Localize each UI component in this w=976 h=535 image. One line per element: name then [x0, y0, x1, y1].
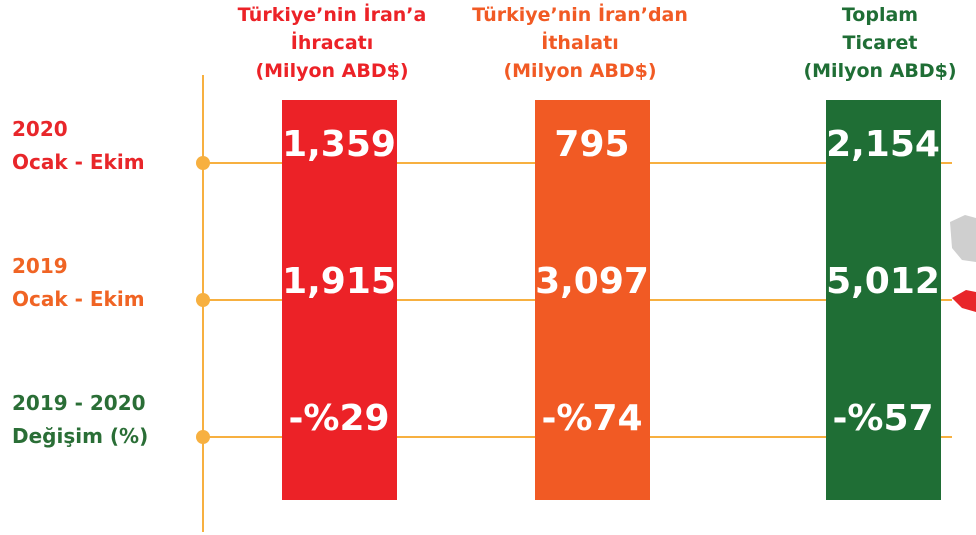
column-header: İthalatı: [541, 32, 619, 54]
row-dot: [196, 156, 210, 170]
cell-value: 3,097: [535, 261, 649, 302]
cell-value: -%57: [832, 398, 934, 439]
column-bar: [535, 100, 650, 500]
column-header: Türkiye’nin İran’dan: [472, 4, 688, 26]
column-header: Ticaret: [842, 32, 918, 54]
cell-value: 1,915: [282, 261, 396, 302]
row-label: Ocak - Ekim: [12, 150, 145, 174]
column-header: İhracatı: [290, 32, 374, 54]
column-header: Türkiye’nin İran’a: [237, 4, 427, 26]
column-header: Toplam: [841, 4, 919, 26]
cell-value: 5,012: [826, 261, 940, 302]
cell-value: -%29: [288, 398, 390, 439]
row-dot: [196, 293, 210, 307]
cell-value: 2,154: [826, 124, 940, 165]
column-header: (Milyon ABD$): [803, 60, 957, 82]
column-header: (Milyon ABD$): [255, 60, 409, 82]
cell-value: 1,359: [282, 124, 396, 165]
row-label: Değişim (%): [12, 424, 149, 448]
map-shape: [952, 290, 976, 312]
cell-value: 795: [554, 124, 630, 165]
map-shape: [950, 215, 976, 262]
row-label: 2019 - 2020: [12, 391, 146, 415]
column-bar: [282, 100, 397, 500]
row-label: 2020: [12, 117, 68, 141]
row-dot: [196, 430, 210, 444]
column-bar: [826, 100, 941, 500]
column-header: (Milyon ABD$): [503, 60, 657, 82]
row-label: Ocak - Ekim: [12, 287, 145, 311]
cell-value: -%74: [541, 398, 643, 439]
row-label: 2019: [12, 254, 68, 278]
